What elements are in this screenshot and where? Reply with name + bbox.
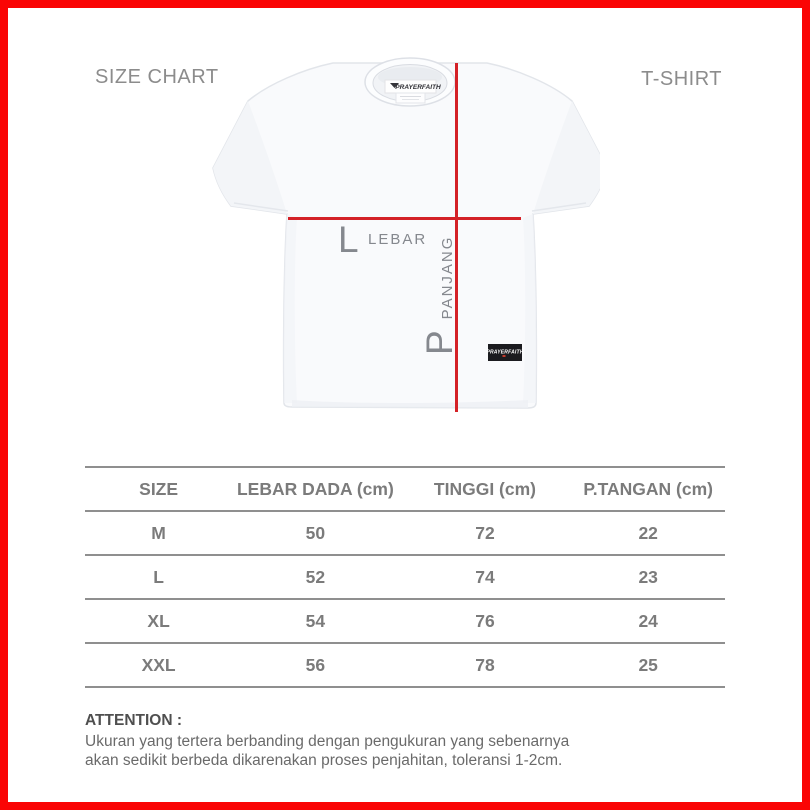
attention-note: ATTENTION : Ukuran yang tertera berbandi…: [85, 712, 569, 770]
table-cell: M: [151, 522, 166, 543]
product-type-label: T-SHIRT: [641, 68, 722, 90]
table-cell: 56: [305, 654, 326, 675]
left-sleeve-seam: [233, 202, 289, 212]
table-cell: 72: [475, 522, 495, 543]
table-cell: 76: [475, 610, 495, 631]
width-letter: L: [338, 219, 359, 260]
table-cell: 24: [638, 610, 658, 631]
neck-label-brand-text: PRAYERFAITH: [395, 84, 441, 91]
length-measure-line: [455, 63, 458, 412]
table-header-p-tangan: P.TANGAN (cm): [583, 478, 713, 499]
table-cell: XL: [147, 610, 170, 631]
table-cell: XXL: [141, 654, 176, 675]
table-row: L 52 74 23: [85, 556, 725, 600]
right-sleeve-shading: [533, 101, 600, 214]
length-word: PANJANG: [439, 235, 456, 320]
attention-title: ATTENTION :: [85, 712, 183, 729]
table-cell: 25: [638, 654, 658, 675]
table-header-lebar-dada: LEBAR DADA (cm): [236, 478, 394, 499]
hem-tag-brand-text: PRAYERFAITH: [486, 350, 523, 356]
care-label: [395, 92, 426, 104]
width-word: LEBAR: [368, 231, 428, 248]
hem-tag-red-mark: [502, 355, 506, 357]
table-row: M 50 72 22: [85, 512, 725, 556]
table-cell: 23: [638, 566, 658, 587]
tshirt-illustration: PRAYERFAITH PRAYERFAITH: [212, 57, 600, 409]
table-cell: 22: [638, 522, 658, 543]
table-row: XXL 56 78 25: [85, 644, 725, 688]
table-header-row: SIZE LEBAR DADA (cm) TINGGI (cm) P.TANGA…: [85, 468, 725, 512]
table-cell: L: [153, 566, 164, 587]
hem-shading: [292, 400, 528, 408]
length-label: P PANJANG: [419, 236, 461, 355]
table-cell: 74: [475, 566, 495, 587]
size-chart-title: SIZE CHART: [95, 66, 219, 88]
table-cell: 54: [305, 610, 326, 631]
width-measure-line: [288, 217, 521, 220]
attention-line-1: Ukuran yang tertera berbanding dengan pe…: [85, 733, 570, 750]
left-body-shading: [283, 214, 297, 403]
table-header-size: SIZE: [139, 478, 179, 499]
table-row: XL 54 76 24: [85, 600, 725, 644]
table-cell: 50: [305, 522, 326, 543]
left-sleeve-shading: [213, 101, 287, 214]
table-header-tinggi: TINGGI (cm): [433, 478, 537, 499]
length-letter: P: [419, 330, 460, 355]
hem-tag: [488, 344, 522, 361]
size-table: SIZE LEBAR DADA (cm) TINGGI (cm) P.TANGA…: [85, 466, 725, 688]
right-sleeve-seam: [531, 202, 587, 212]
attention-line-2: akan sedikit berbeda dikarenakan proses …: [85, 751, 563, 769]
brand-logo-icon: [390, 83, 399, 88]
right-body-shading: [523, 214, 537, 403]
table-cell: 52: [305, 566, 326, 587]
table-cell: 78: [475, 654, 495, 675]
